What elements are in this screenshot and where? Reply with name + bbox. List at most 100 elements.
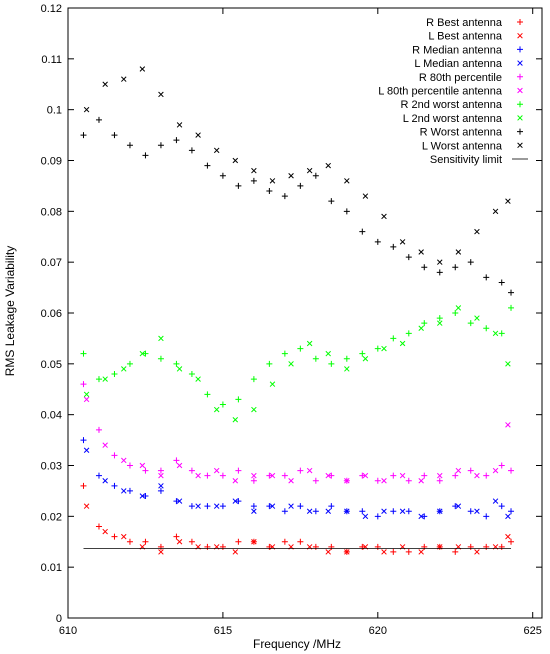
data-point (312, 543, 319, 550)
data-point (204, 503, 211, 510)
data-point (343, 355, 350, 362)
data-point (251, 406, 257, 413)
series-5 (83, 396, 511, 484)
data-point (95, 426, 102, 433)
y-tick-label: 0 (56, 613, 62, 625)
data-point (173, 137, 180, 144)
data-point (325, 549, 331, 555)
y-tick-label: 0.05 (41, 359, 62, 371)
data-point (142, 467, 149, 474)
data-point (421, 472, 428, 479)
data-point (139, 493, 146, 499)
data-point (421, 513, 428, 520)
data-point (158, 483, 164, 489)
data-point (83, 396, 90, 403)
data-point (418, 477, 424, 484)
data-point (266, 188, 273, 194)
data-point (250, 177, 257, 184)
data-point (281, 350, 288, 357)
series-4 (80, 381, 515, 484)
data-point (219, 401, 226, 408)
data-point (235, 396, 242, 403)
y-tick-label: 0.08 (41, 206, 62, 218)
data-point (344, 549, 350, 555)
data-point (281, 508, 288, 515)
data-point (219, 172, 226, 179)
data-point (121, 488, 127, 494)
data-point (381, 549, 387, 555)
data-point (126, 538, 133, 545)
data-point (467, 320, 474, 327)
data-point (126, 462, 133, 469)
data-point (505, 513, 511, 520)
series-6 (80, 304, 515, 408)
data-point (281, 472, 288, 479)
series-8 (80, 116, 515, 296)
data-point (139, 350, 146, 357)
data-point (474, 472, 480, 479)
data-point (102, 376, 108, 382)
legend-label: R Median antenna (412, 44, 503, 56)
data-point (325, 162, 331, 169)
data-point (474, 228, 480, 235)
data-point (188, 503, 195, 510)
data-point (312, 172, 319, 179)
data-point (437, 320, 443, 326)
data-point (83, 391, 90, 398)
data-point (142, 152, 149, 159)
legend-label: L Worst antenna (422, 140, 503, 152)
legend-label: L 80th percentile antenna (378, 86, 503, 98)
data-point (102, 528, 108, 535)
data-point (325, 350, 331, 357)
data-point (390, 472, 397, 479)
data-point (235, 538, 242, 545)
data-point (83, 106, 90, 113)
data-point (381, 213, 387, 220)
data-point (498, 330, 505, 337)
legend-label: Sensitivity limit (430, 154, 502, 166)
data-point (195, 376, 201, 382)
data-point (467, 259, 474, 266)
data-point (452, 503, 459, 510)
data-point (492, 330, 499, 337)
data-point (312, 355, 319, 362)
data-point (405, 330, 412, 337)
y-tick-label: 0.04 (41, 410, 62, 422)
data-point (312, 477, 319, 484)
legend-label: R Best antenna (426, 17, 503, 29)
data-point (250, 376, 257, 383)
data-point (374, 345, 381, 352)
data-point (328, 543, 335, 550)
data-point (359, 543, 366, 550)
data-point (498, 543, 505, 550)
data-point (399, 472, 406, 479)
data-point (139, 462, 146, 469)
data-point (269, 381, 276, 387)
data-point (455, 249, 462, 255)
data-point (251, 508, 257, 515)
data-point (390, 243, 397, 250)
data-point (421, 543, 428, 550)
data-point (213, 467, 220, 474)
data-point (390, 548, 397, 555)
data-point (418, 513, 424, 520)
data-point (95, 116, 102, 123)
data-point (418, 325, 424, 332)
data-point (325, 472, 331, 479)
data-point (83, 447, 90, 454)
data-point (266, 360, 273, 367)
data-point (80, 482, 87, 489)
data-point (455, 305, 462, 311)
data-point (359, 350, 366, 357)
y-tick-label: 0.01 (41, 562, 62, 574)
y-tick-label: 0.02 (41, 511, 62, 523)
data-point (111, 371, 118, 377)
data-point (142, 493, 149, 499)
data-point (483, 472, 490, 479)
data-point (436, 269, 443, 276)
data-point (474, 508, 480, 515)
data-point (418, 549, 424, 555)
data-point (173, 360, 180, 367)
data-point (483, 274, 490, 281)
data-point (157, 142, 164, 149)
